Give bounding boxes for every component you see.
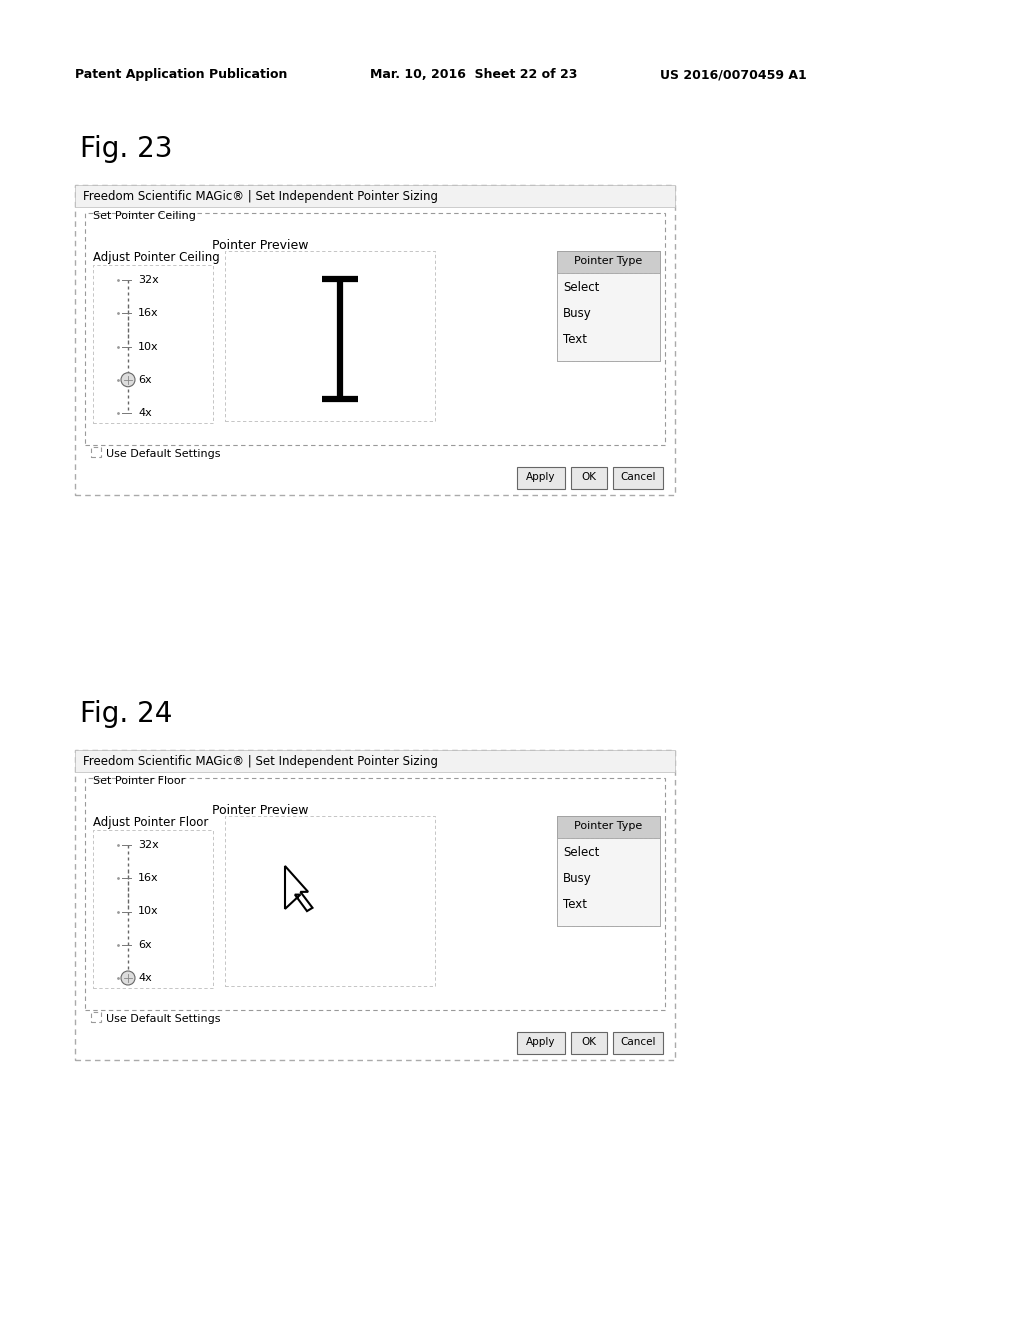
Text: 32x: 32x [138,275,159,285]
Bar [613,467,663,488]
Circle shape [121,972,135,985]
Text: 32x: 32x [138,840,159,850]
Text: US 2016/0070459 A1: US 2016/0070459 A1 [660,69,807,81]
Bar [75,185,675,207]
Bar [517,1032,565,1053]
Text: Fig. 23: Fig. 23 [80,135,172,162]
Bar [85,213,665,445]
Text: Apply: Apply [526,1038,556,1047]
Text: Apply: Apply [526,473,556,482]
Bar [75,750,675,772]
Text: Fig. 24: Fig. 24 [80,700,172,729]
Bar [93,265,213,422]
Text: OK: OK [582,473,597,482]
Text: Freedom Scientific MAGic® | Set Independent Pointer Sizing: Freedom Scientific MAGic® | Set Independ… [83,755,438,768]
Bar [517,467,565,488]
Bar [225,816,435,986]
Text: Pointer Type: Pointer Type [573,821,642,832]
Text: OK: OK [582,1038,597,1047]
Text: Cancel: Cancel [621,1038,655,1047]
Text: 16x: 16x [138,874,159,883]
Bar [557,816,660,838]
Bar [225,251,435,421]
Text: 10x: 10x [138,342,159,351]
Text: Pointer Type: Pointer Type [573,256,642,267]
Bar [75,185,675,495]
Text: Patent Application Publication: Patent Application Publication [75,69,288,81]
Text: Pointer Preview: Pointer Preview [212,804,308,817]
Text: Select: Select [563,281,599,294]
Circle shape [121,372,135,387]
Bar [571,467,607,488]
Bar [557,251,660,360]
Text: Use Default Settings: Use Default Settings [106,1014,220,1024]
Text: 6x: 6x [138,375,152,384]
Text: Set Pointer Ceiling: Set Pointer Ceiling [93,211,196,220]
Bar [557,816,660,927]
Text: Adjust Pointer Floor: Adjust Pointer Floor [93,816,208,829]
Text: Cancel: Cancel [621,473,655,482]
Text: Use Default Settings: Use Default Settings [106,449,220,459]
Text: 16x: 16x [138,309,159,318]
Bar [557,273,660,360]
Bar [75,750,675,1060]
Bar [91,1012,101,1022]
Text: Busy: Busy [563,308,592,319]
Text: Pointer Preview: Pointer Preview [212,239,308,252]
Text: Select: Select [563,846,599,859]
Text: Mar. 10, 2016  Sheet 22 of 23: Mar. 10, 2016 Sheet 22 of 23 [370,69,578,81]
Text: Set Pointer Floor: Set Pointer Floor [93,776,185,785]
Text: 4x: 4x [138,408,152,418]
Text: 10x: 10x [138,907,159,916]
Text: Text: Text [563,333,587,346]
Text: Busy: Busy [563,873,592,884]
Bar [91,447,101,457]
Text: Freedom Scientific MAGic® | Set Independent Pointer Sizing: Freedom Scientific MAGic® | Set Independ… [83,190,438,203]
Text: Text: Text [563,898,587,911]
Text: Adjust Pointer Ceiling: Adjust Pointer Ceiling [93,251,220,264]
Bar [93,830,213,987]
Bar [557,838,660,927]
Bar [613,1032,663,1053]
Bar [571,1032,607,1053]
Bar [557,251,660,273]
Text: 4x: 4x [138,973,152,983]
Text: 6x: 6x [138,940,152,950]
Bar [85,777,665,1010]
